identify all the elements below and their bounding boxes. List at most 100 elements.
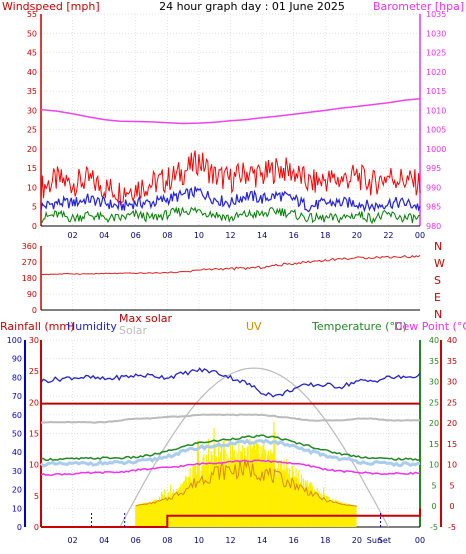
wind-x-tick-label: 08 bbox=[162, 231, 172, 240]
rain-tick-label: 15 bbox=[29, 430, 39, 439]
rain-tick-label: 5 bbox=[34, 492, 39, 501]
temperature-tick-label: 5 bbox=[431, 481, 436, 490]
legend-rainfall: Rainfall (mm) bbox=[0, 320, 74, 333]
compass-label: W bbox=[434, 257, 445, 270]
barometer-axis-label: Barometer [hpa] bbox=[373, 0, 464, 13]
barometer-tick-label: 1005 bbox=[426, 126, 446, 135]
windspeed-tick-label: 35 bbox=[27, 87, 37, 96]
dew-point-tick-label: 40 bbox=[447, 336, 457, 345]
legend-solar: Solar bbox=[119, 324, 148, 337]
barometer-tick-label: 1015 bbox=[426, 87, 446, 96]
dew-point-tick-label: 15 bbox=[447, 440, 457, 449]
dew-point-tick-label: 10 bbox=[447, 461, 457, 470]
sunset-label: Set bbox=[378, 536, 391, 545]
wind-x-tick-label: 16 bbox=[289, 231, 299, 240]
humidity-tick-label: 90 bbox=[12, 355, 22, 364]
barometer-tick-label: 1010 bbox=[426, 106, 446, 115]
windspeed-tick-label: 5 bbox=[32, 203, 37, 212]
barometer-tick-label: 1035 bbox=[426, 10, 446, 19]
barometer-line bbox=[40, 98, 421, 125]
temperature-tick-label: 40 bbox=[429, 336, 439, 345]
windspeed-tick-label: 0 bbox=[32, 222, 37, 231]
wind-x-tick-label: 12 bbox=[225, 231, 235, 240]
solar-potential-curve bbox=[119, 367, 389, 528]
direction-tick-label: 90 bbox=[27, 290, 37, 299]
direction-line bbox=[40, 254, 421, 276]
compass-label: N bbox=[434, 240, 442, 253]
temperature-tick-label: 15 bbox=[429, 440, 439, 449]
compass-label: E bbox=[434, 291, 441, 304]
dew-point-tick-label: 5 bbox=[449, 481, 454, 490]
wind-x-tick-label: 18 bbox=[320, 231, 330, 240]
average-wind-line bbox=[40, 186, 421, 213]
temperature-tick-label: 0 bbox=[431, 502, 436, 511]
windspeed-tick-label: 25 bbox=[27, 126, 37, 135]
wind-x-tick-label: 10 bbox=[194, 231, 204, 240]
rain-tick-label: 10 bbox=[29, 461, 39, 470]
barometer-tick-label: 1030 bbox=[426, 29, 446, 38]
legend-temperature: Temperature (°C) bbox=[311, 320, 407, 333]
barometer-tick-label: 980 bbox=[426, 222, 441, 231]
windspeed-tick-label: 10 bbox=[27, 183, 37, 192]
env-x-tick-label: 00 bbox=[415, 536, 425, 545]
temperature-tick-label: 35 bbox=[429, 357, 439, 366]
humidity-line bbox=[40, 367, 421, 398]
page-title: 24 hour graph day : 01 June 2025 bbox=[159, 0, 345, 13]
direction-tick-label: 270 bbox=[22, 258, 37, 267]
wind-x-tick-label: 20 bbox=[352, 231, 362, 240]
humidity-tick-label: 30 bbox=[12, 467, 22, 476]
humidity-tick-label: 0 bbox=[17, 523, 22, 532]
wind-x-tick-label: 02 bbox=[67, 231, 77, 240]
humidity-tick-label: 50 bbox=[12, 430, 22, 439]
apparent-temperature-line bbox=[39, 438, 421, 468]
windspeed-tick-label: 20 bbox=[27, 145, 37, 154]
humidity-tick-label: 70 bbox=[12, 392, 22, 401]
windspeed-tick-label: 50 bbox=[27, 29, 37, 38]
barometer-tick-label: 1020 bbox=[426, 68, 446, 77]
env-x-tick-label: 10 bbox=[194, 536, 204, 545]
legend-uv: UV bbox=[246, 320, 262, 333]
rain-tick-label: 0 bbox=[34, 523, 39, 532]
temperature-tick-label: 10 bbox=[429, 461, 439, 470]
direction-tick-label: 360 bbox=[22, 242, 37, 251]
wind-x-tick-label: 04 bbox=[99, 231, 109, 240]
dew-point-tick-label: -5 bbox=[448, 523, 456, 532]
wind-x-tick-label: 14 bbox=[257, 231, 267, 240]
compass-label: N bbox=[434, 308, 442, 321]
dew-point-tick-label: 30 bbox=[447, 378, 457, 387]
barometer-tick-label: 1025 bbox=[426, 49, 446, 58]
env-x-tick-label: 08 bbox=[162, 536, 172, 545]
wind-x-tick-label: 22 bbox=[383, 231, 393, 240]
env-x-tick-label: 14 bbox=[257, 536, 267, 545]
temperature-tick-label: 20 bbox=[429, 419, 439, 428]
windspeed-tick-label: 30 bbox=[27, 106, 37, 115]
barometer-tick-label: 985 bbox=[426, 203, 441, 212]
humidity-tick-label: 10 bbox=[12, 504, 22, 513]
windspeed-axis-label: Windspeed [mph] bbox=[2, 0, 100, 13]
dew-point-line bbox=[40, 459, 421, 476]
barometer-tick-label: 995 bbox=[426, 164, 441, 173]
legend-humidity: Humidity bbox=[67, 320, 117, 333]
windspeed-tick-label: 45 bbox=[27, 49, 37, 58]
env-x-tick-label: 06 bbox=[131, 536, 141, 545]
legend-max-solar: Max solar bbox=[119, 312, 172, 325]
dew-point-tick-label: 20 bbox=[447, 419, 457, 428]
sunset-label: Sun bbox=[367, 536, 382, 545]
dew-point-tick-label: 0 bbox=[449, 502, 454, 511]
barometer-tick-label: 1000 bbox=[426, 145, 446, 154]
wind-x-tick-label: 06 bbox=[131, 231, 141, 240]
rainfall-line bbox=[41, 508, 421, 528]
windspeed-tick-label: 40 bbox=[27, 68, 37, 77]
windspeed-tick-label: 55 bbox=[27, 10, 37, 19]
humidity-tick-label: 40 bbox=[12, 448, 22, 457]
gust-line bbox=[40, 150, 421, 206]
barometer-tick-label: 990 bbox=[426, 183, 441, 192]
env-x-tick-label: 16 bbox=[289, 536, 299, 545]
windspeed-tick-label: 15 bbox=[27, 164, 37, 173]
dew-point-tick-label: 25 bbox=[447, 398, 457, 407]
humidity-tick-label: 60 bbox=[12, 411, 22, 420]
humidity-tick-label: 20 bbox=[12, 486, 22, 495]
